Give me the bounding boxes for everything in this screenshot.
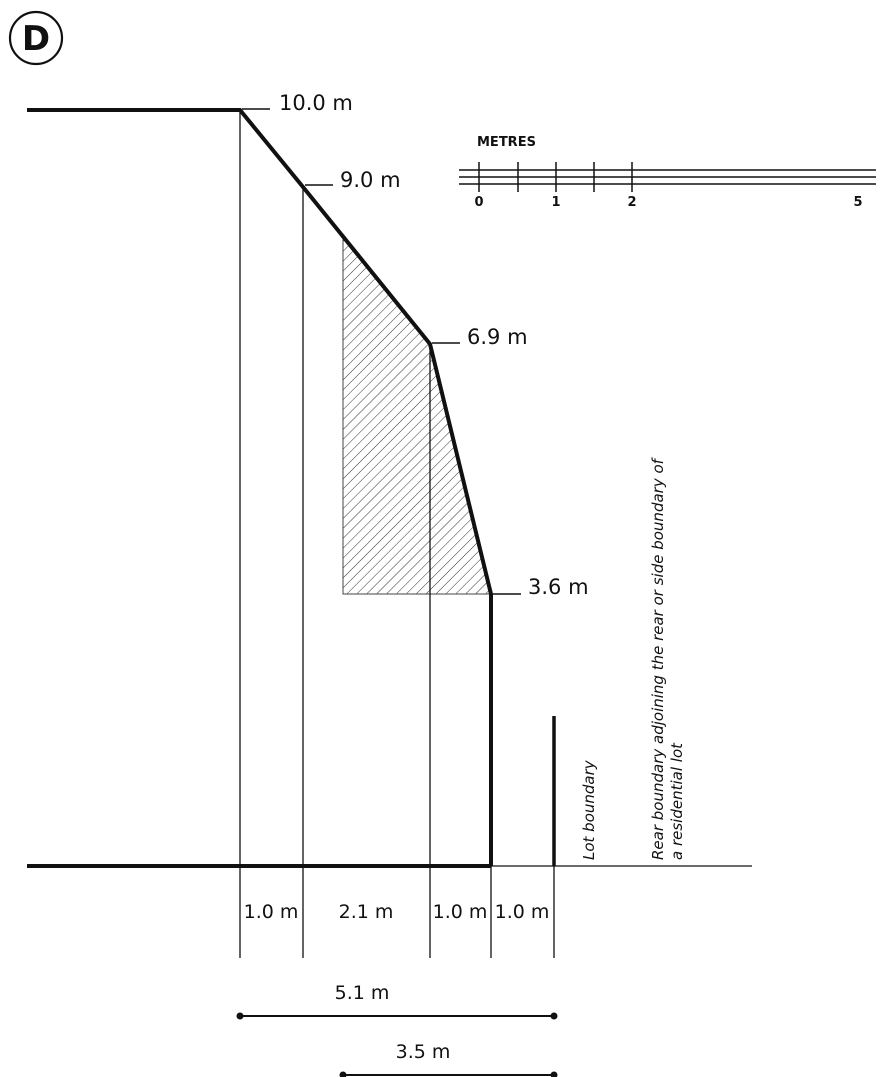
- height-label-10m: 10.0 m: [279, 91, 353, 115]
- height-label-9m: 9.0 m: [340, 168, 401, 192]
- scale-tick-label: 5: [853, 195, 862, 210]
- scale-tick-label: 0: [474, 195, 483, 210]
- hatched-area: [342, 234, 492, 595]
- total-dimension-5-1: 5.1 m: [236, 982, 558, 1020]
- lot-boundary-label: Lot boundary: [580, 759, 598, 860]
- scale-tick-label: 2: [627, 195, 636, 210]
- total-dimension-label: 5.1 m: [335, 982, 390, 1004]
- diagram-badge: D: [8, 10, 64, 66]
- dimension-label-seg1: 1.0 m: [244, 901, 299, 923]
- dimension-label-seg2: 2.1 m: [339, 901, 394, 923]
- total-dimension-label: 3.5 m: [396, 1041, 451, 1063]
- height-leaders: [242, 108, 521, 595]
- height-label-6-9m: 6.9 m: [467, 325, 528, 349]
- height-label-3-6m: 3.6 m: [528, 575, 589, 599]
- scale-tick-label: 1: [551, 195, 560, 210]
- vertical-guide-lines: [239, 112, 555, 958]
- dimension-label-seg3: 1.0 m: [433, 901, 488, 923]
- total-dimension-3-5: 3.5 m: [339, 1041, 558, 1077]
- badge-letter: D: [22, 19, 50, 59]
- rear-boundary-label-line2: a residential lot: [668, 742, 686, 860]
- dimension-label-seg4: 1.0 m: [495, 901, 550, 923]
- building-envelope-outline: [27, 108, 493, 866]
- scale-title: METRES: [477, 135, 536, 150]
- scale-bar: METRES 0 1 2 5: [459, 135, 876, 210]
- rear-boundary-label-line1: Rear boundary adjoining the rear or side…: [649, 456, 667, 860]
